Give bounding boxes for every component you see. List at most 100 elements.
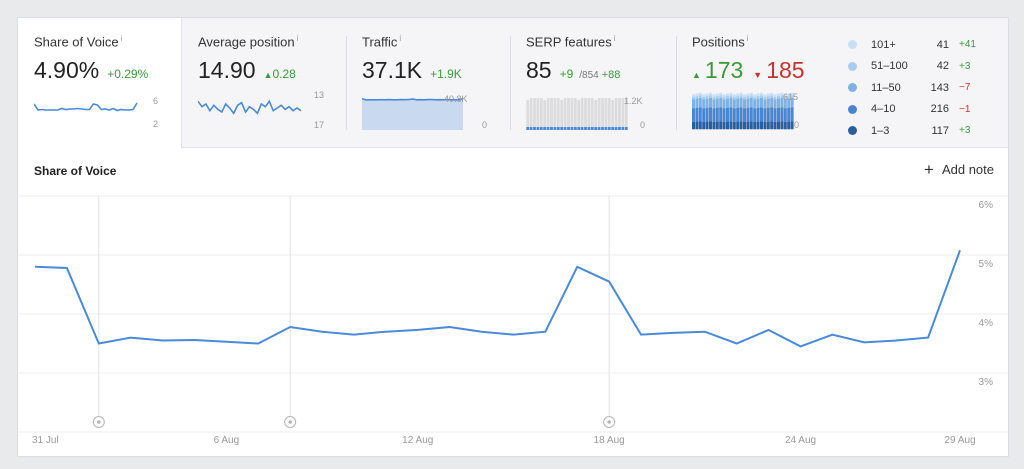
positions-bar-segment	[773, 108, 777, 122]
serp-bar	[546, 98, 550, 130]
legend-label: 1–3	[871, 124, 890, 137]
legend-label: 11–50	[871, 81, 901, 94]
y-tick-label: 4%	[979, 318, 994, 329]
legend-count: 41	[936, 38, 949, 51]
positions-bar-segment	[719, 95, 723, 98]
positions-bar-segment	[702, 94, 706, 97]
add-note-button[interactable]: + Add note	[924, 161, 994, 178]
arrow-up-icon: ▲	[263, 70, 273, 81]
positions-bar-segment	[736, 93, 740, 97]
serp-bar-owned	[607, 127, 611, 130]
info-icon[interactable]: i	[399, 34, 402, 43]
positions-bar-segment	[719, 121, 723, 130]
positions-bar-segment	[692, 108, 695, 122]
positions-bar-segment	[715, 98, 719, 108]
positions-bar-segment	[743, 121, 746, 130]
positions-bar-segment	[743, 96, 746, 100]
metrics-bar: Share of Voice i 4.90% +0.29% 6 2 Average…	[18, 18, 1008, 149]
info-icon[interactable]: i	[613, 34, 616, 43]
x-tick-label: 31 Jul	[32, 435, 59, 446]
positions-bar-segment	[726, 93, 729, 97]
legend-item[interactable]: 1–3 117 +3	[848, 120, 998, 142]
positions-bar-segment	[787, 96, 791, 99]
positions-bar-segment	[770, 95, 774, 98]
serp-bar-owned	[539, 127, 543, 130]
y-tick-label: 5%	[979, 259, 994, 270]
positions-bar-segment	[753, 108, 757, 122]
chart-title: Share of Voice	[34, 164, 117, 178]
metric-positions[interactable]: Positions i ▲ 173 ▼ 185 615 0	[676, 18, 836, 148]
positions-bar-segment	[712, 96, 716, 100]
sparkline-axis-top: 6	[153, 96, 159, 106]
serp-bar-owned	[536, 127, 540, 130]
legend-delta: −7	[959, 82, 971, 94]
serp-bar-owned	[570, 127, 574, 130]
serp-bar	[563, 98, 567, 130]
sparkline-bars	[526, 98, 628, 130]
serp-bar	[607, 98, 611, 130]
arrow-down-icon: ▼	[753, 70, 763, 81]
serp-bar-owned	[604, 127, 608, 130]
serp-bar	[604, 98, 608, 130]
legend-dot-icon	[848, 40, 857, 50]
positions-bar-segment	[770, 97, 774, 108]
sparkline	[34, 102, 138, 112]
serp-bar	[611, 100, 615, 130]
x-tick-label: 18 Aug	[594, 435, 625, 446]
serp-bar-owned	[553, 127, 557, 130]
positions-bar-segment	[749, 97, 753, 108]
sparkline-axis-top: 1.2K	[624, 96, 643, 106]
positions-bar-segment	[698, 107, 702, 122]
positions-bar-segment	[722, 99, 726, 109]
serp-bar	[556, 98, 560, 130]
sparkline-axis-top: 40.8K	[444, 94, 468, 104]
add-note-label: Add note	[941, 162, 994, 177]
sparkline-line	[198, 99, 302, 115]
metric-share-of-voice[interactable]: Share of Voice i 4.90% +0.29% 6 2	[18, 18, 182, 149]
positions-bar-segment	[722, 121, 726, 130]
metric-delta: +0.29%	[107, 67, 149, 82]
legend-item[interactable]: 101+ 41 +41	[848, 34, 998, 56]
legend-item[interactable]: 4–10 216 −1	[848, 99, 998, 121]
serp-bar-owned	[533, 127, 536, 130]
positions-bar-segment	[766, 98, 770, 108]
positions-bar-segment	[763, 94, 767, 97]
positions-bar-segment	[698, 95, 702, 98]
legend-delta: −1	[959, 103, 971, 115]
positions-bar-segment	[749, 107, 753, 122]
x-tick-label: 29 Aug	[944, 435, 975, 446]
positions-bar-segment	[773, 121, 777, 130]
info-icon[interactable]: i	[746, 34, 749, 43]
positions-bar-segment	[743, 108, 746, 122]
positions-bar-segment	[780, 121, 784, 130]
positions-bar-segment	[780, 107, 784, 122]
positions-bar-segment	[766, 121, 770, 130]
serp-bar	[614, 98, 618, 130]
metric-title: Average position i	[198, 34, 299, 50]
positions-bar-segment	[719, 97, 723, 108]
serp-bar-owned	[556, 127, 560, 130]
metric-average-position[interactable]: Average position i 14.90 ▲0.28 13 17	[182, 18, 346, 148]
positions-bar-segment	[790, 95, 794, 98]
positions-bar-segment	[695, 107, 699, 122]
metric-delta: +1.9K	[430, 67, 462, 82]
positions-bar-segment	[777, 96, 780, 99]
metric-serp-features[interactable]: SERP features i 85 +9 /854 +88 1.2K 0	[510, 18, 676, 148]
info-icon[interactable]: i	[296, 34, 299, 43]
legend-label: 51–100	[871, 60, 908, 73]
positions-bar-segment	[712, 94, 716, 97]
info-icon[interactable]: i	[120, 34, 123, 43]
positions-bar-segment	[726, 98, 729, 108]
legend-item[interactable]: 51–100 42 +3	[848, 56, 998, 78]
sparkline-fill	[362, 98, 463, 130]
positions-bar-segment	[760, 107, 763, 122]
divider	[510, 36, 511, 130]
positions-bar-segment	[739, 95, 743, 98]
legend-item[interactable]: 11–50 143 −7	[848, 77, 998, 99]
positions-bar-segment	[702, 99, 706, 109]
metric-traffic[interactable]: Traffic i 37.1K +1.9K 40.8K 0	[346, 18, 510, 148]
positions-bar-segment	[739, 92, 743, 96]
positions-bar-segment	[736, 96, 740, 99]
dashboard-frame: Share of Voice i 4.90% +0.29% 6 2 Average…	[17, 17, 1009, 457]
positions-bar-segment	[777, 98, 780, 108]
